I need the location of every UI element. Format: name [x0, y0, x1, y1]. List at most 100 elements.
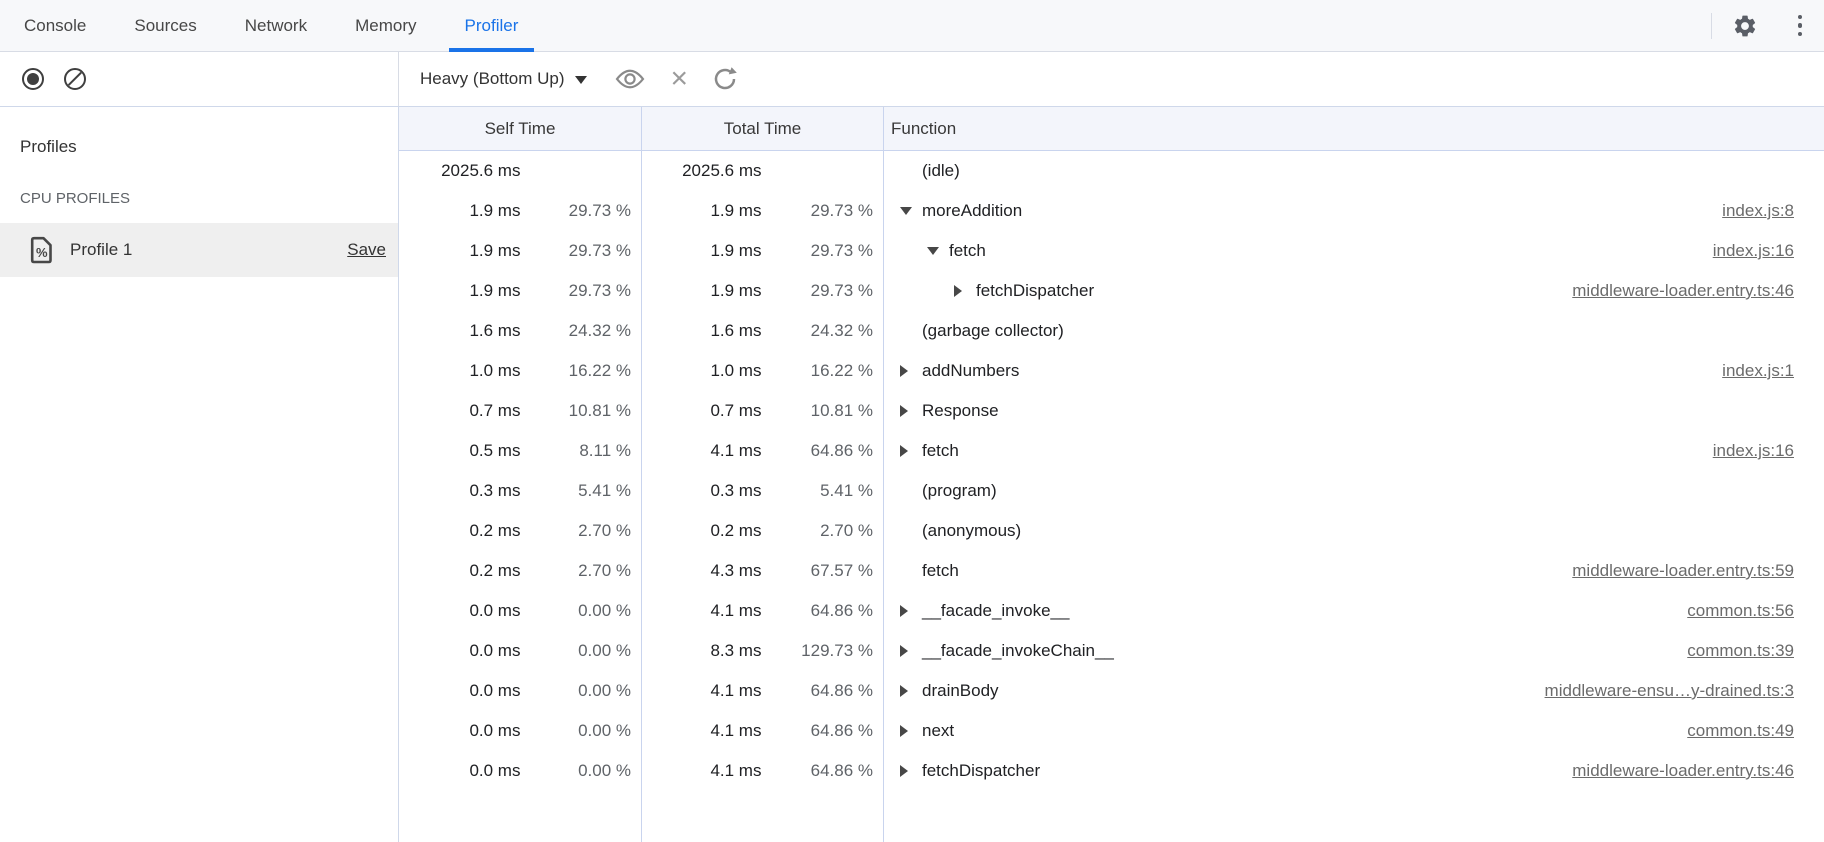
- row-self-time[interactable]: 0.2 ms 2.70 %: [399, 551, 641, 591]
- tab-profiler[interactable]: Profiler: [448, 0, 535, 52]
- expand-arrow-slot: [900, 605, 922, 617]
- expand-arrow-icon[interactable]: [900, 605, 908, 617]
- row-total-time[interactable]: 4.1 ms 64.86 %: [642, 751, 883, 791]
- total-time-percent: 24.32 %: [810, 321, 873, 340]
- row-self-time[interactable]: 1.6 ms 24.32 %: [399, 311, 641, 351]
- row-total-time[interactable]: 0.2 ms 2.70 %: [642, 511, 883, 551]
- source-link[interactable]: common.ts:56: [1687, 601, 1794, 620]
- total-time-percent: 29.73 %: [810, 281, 873, 300]
- row-total-time[interactable]: 0.7 ms 10.81 %: [642, 391, 883, 431]
- self-time-percent: 2.70 %: [578, 561, 631, 580]
- row-self-time[interactable]: 1.9 ms 29.73 %: [399, 231, 641, 271]
- expand-arrow-icon[interactable]: [900, 685, 908, 697]
- row-total-time[interactable]: 4.3 ms 67.57 %: [642, 551, 883, 591]
- source-link[interactable]: index.js:16: [1712, 441, 1794, 460]
- clear-icon[interactable]: [64, 68, 86, 90]
- function-cell[interactable]: next common.ts:49: [884, 711, 1824, 751]
- row-self-time[interactable]: 0.0 ms 0.00 %: [399, 751, 641, 791]
- source-link[interactable]: index.js:16: [1712, 241, 1794, 260]
- function-cell[interactable]: fetchDispatcher middleware-loader.entry.t…: [884, 751, 1824, 791]
- row-total-time[interactable]: 1.9 ms 29.73 %: [642, 271, 883, 311]
- function-cell[interactable]: Response: [884, 391, 1824, 431]
- total-time-header[interactable]: Total Time: [642, 107, 883, 151]
- source-link[interactable]: index.js:8: [1722, 201, 1794, 220]
- function-column: Function (idle) moreAddition index.js:8 fet…: [884, 107, 1824, 842]
- save-link[interactable]: Save: [347, 240, 386, 259]
- function-cell[interactable]: __facade_invoke__ common.ts:56: [884, 591, 1824, 631]
- function-cell[interactable]: __facade_invokeChain__ common.ts:39: [884, 631, 1824, 671]
- expand-arrow-icon[interactable]: [900, 365, 908, 377]
- function-cell[interactable]: (anonymous): [884, 511, 1824, 551]
- function-cell[interactable]: (idle): [884, 151, 1824, 191]
- self-time-percent: 29.73 %: [568, 281, 631, 300]
- source-link[interactable]: middleware-loader.entry.ts:46: [1572, 281, 1794, 300]
- row-total-time[interactable]: 1.9 ms 29.73 %: [642, 231, 883, 271]
- row-total-time[interactable]: 4.1 ms 64.86 %: [642, 711, 883, 751]
- record-icon[interactable]: [22, 68, 44, 90]
- self-time-ms: 0.0 ms: [469, 681, 521, 700]
- total-time-percent: 64.86 %: [810, 721, 873, 740]
- expand-arrow-icon[interactable]: [900, 645, 908, 657]
- row-self-time[interactable]: 1.9 ms 29.73 %: [399, 191, 641, 231]
- gear-icon[interactable]: [1732, 13, 1758, 39]
- expand-arrow-icon[interactable]: [900, 405, 908, 417]
- row-total-time[interactable]: 4.1 ms 64.86 %: [642, 431, 883, 471]
- kebab-menu-icon[interactable]: [1796, 13, 1805, 39]
- row-total-time[interactable]: 1.9 ms 29.73 %: [642, 191, 883, 231]
- row-self-time[interactable]: 0.0 ms 0.00 %: [399, 711, 641, 751]
- row-self-time[interactable]: 2025.6 ms: [399, 151, 641, 191]
- expand-arrow-icon[interactable]: [900, 725, 908, 737]
- self-time-header[interactable]: Self Time: [399, 107, 641, 151]
- sidebar-item-profile-1[interactable]: % Profile 1 Save: [0, 223, 398, 277]
- row-self-time[interactable]: 0.7 ms 10.81 %: [399, 391, 641, 431]
- function-cell[interactable]: moreAddition index.js:8: [884, 191, 1824, 231]
- row-self-time[interactable]: 0.0 ms 0.00 %: [399, 631, 641, 671]
- row-total-time[interactable]: 2025.6 ms: [642, 151, 883, 191]
- self-time-percent: [520, 151, 631, 191]
- eye-icon[interactable]: [615, 68, 645, 90]
- tab-console[interactable]: Console: [8, 0, 102, 51]
- expand-arrow-icon[interactable]: [900, 765, 908, 777]
- refresh-icon[interactable]: [712, 66, 738, 92]
- view-mode-dropdown[interactable]: Heavy (Bottom Up): [420, 69, 587, 89]
- source-link[interactable]: middleware-loader.entry.ts:59: [1572, 561, 1794, 580]
- source-link[interactable]: common.ts:39: [1687, 641, 1794, 660]
- collapse-arrow-icon[interactable]: [900, 207, 912, 215]
- profiler-content: Profiles CPU PROFILES % Profile 1 Save S…: [0, 107, 1824, 842]
- total-time-ms: 1.9 ms: [710, 241, 762, 260]
- row-total-time[interactable]: 1.6 ms 24.32 %: [642, 311, 883, 351]
- row-total-time[interactable]: 0.3 ms 5.41 %: [642, 471, 883, 511]
- source-link[interactable]: common.ts:49: [1687, 721, 1794, 740]
- function-cell[interactable]: fetch index.js:16: [884, 231, 1824, 271]
- row-self-time[interactable]: 0.3 ms 5.41 %: [399, 471, 641, 511]
- close-icon[interactable]: ×: [670, 62, 689, 95]
- function-header[interactable]: Function: [884, 107, 1824, 151]
- row-self-time[interactable]: 0.5 ms 8.11 %: [399, 431, 641, 471]
- collapse-arrow-icon[interactable]: [927, 247, 939, 255]
- row-self-time[interactable]: 0.0 ms 0.00 %: [399, 591, 641, 631]
- row-self-time[interactable]: 1.9 ms 29.73 %: [399, 271, 641, 311]
- row-self-time[interactable]: 0.2 ms 2.70 %: [399, 511, 641, 551]
- row-total-time[interactable]: 1.0 ms 16.22 %: [642, 351, 883, 391]
- tab-memory[interactable]: Memory: [339, 0, 432, 51]
- source-link[interactable]: middleware-ensu…y-drained.ts:3: [1544, 681, 1794, 700]
- function-cell[interactable]: addNumbers index.js:1: [884, 351, 1824, 391]
- tab-sources[interactable]: Sources: [118, 0, 212, 51]
- row-self-time[interactable]: 1.0 ms 16.22 %: [399, 351, 641, 391]
- function-cell[interactable]: fetchDispatcher middleware-loader.entry.t…: [884, 271, 1824, 311]
- function-cell[interactable]: drainBody middleware-ensu…y-drained.ts:3: [884, 671, 1824, 711]
- source-link[interactable]: index.js:1: [1722, 361, 1794, 380]
- source-link[interactable]: middleware-loader.entry.ts:46: [1572, 761, 1794, 780]
- expand-arrow-icon[interactable]: [954, 285, 962, 297]
- function-cell[interactable]: (program): [884, 471, 1824, 511]
- function-cell[interactable]: fetch middleware-loader.entry.ts:59: [884, 551, 1824, 591]
- function-cell[interactable]: fetch index.js:16: [884, 431, 1824, 471]
- tab-network[interactable]: Network: [229, 0, 323, 51]
- row-total-time[interactable]: 4.1 ms 64.86 %: [642, 591, 883, 631]
- row-total-time[interactable]: 8.3 ms 129.73 %: [642, 631, 883, 671]
- expand-arrow-icon[interactable]: [900, 445, 908, 457]
- function-name: next: [922, 721, 955, 740]
- row-self-time[interactable]: 0.0 ms 0.00 %: [399, 671, 641, 711]
- function-cell[interactable]: (garbage collector): [884, 311, 1824, 351]
- row-total-time[interactable]: 4.1 ms 64.86 %: [642, 671, 883, 711]
